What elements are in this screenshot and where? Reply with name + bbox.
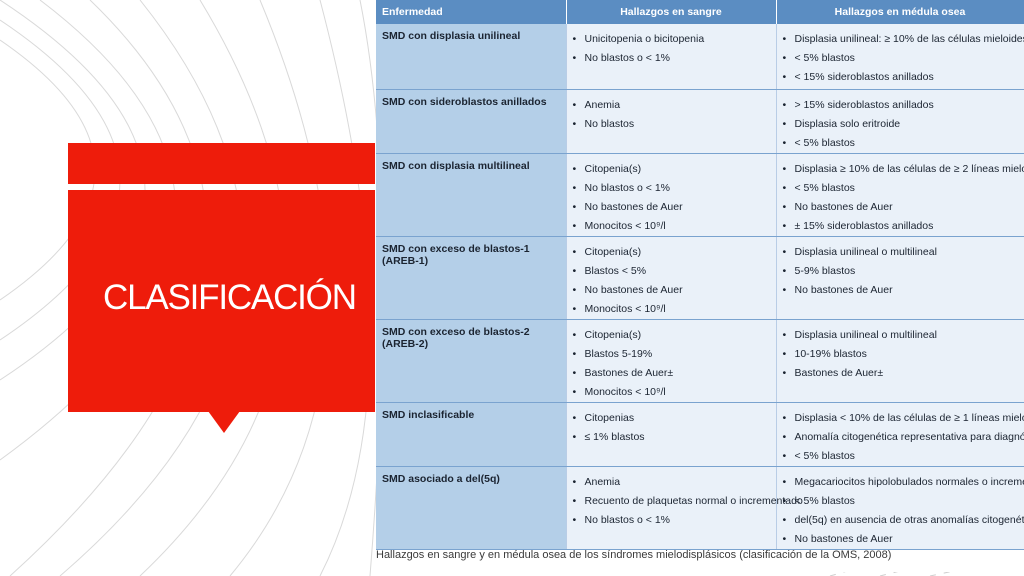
findings-list: Displasia unilineal: ≥ 10% de las célula…	[781, 30, 1024, 87]
table-row: SMD con displasia multilinealCitopenia(s…	[376, 153, 1024, 237]
findings-list: Displasia unilineal o multilineal5-9% bl…	[781, 243, 1020, 300]
list-item: Bastones de Auer±	[781, 364, 1020, 383]
disease-cell: SMD inclasificable	[376, 402, 567, 467]
marrow-findings-cell: Displasia < 10% de las células de ≥ 1 lí…	[776, 402, 1024, 467]
table-row: SMD con exceso de blastos-2 (AREB-2)Cito…	[376, 319, 1024, 403]
findings-list: AnemiaNo blastos	[571, 96, 772, 134]
findings-list: Citopenias≤ 1% blastos	[571, 409, 772, 447]
list-item: Displasia unilineal o multilineal	[781, 326, 1020, 345]
blood-findings-cell: Unicitopenia o bicitopeniaNo blastos o <…	[566, 24, 777, 90]
table-row: SMD inclasificableCitopenias≤ 1% blastos…	[376, 402, 1024, 467]
disease-cell: SMD con exceso de blastos-2 (AREB-2)	[376, 319, 567, 403]
disease-cell: SMD con displasia unilineal	[376, 24, 567, 90]
findings-list: Unicitopenia o bicitopeniaNo blastos o <…	[571, 30, 772, 68]
blood-findings-cell: AnemiaNo blastos	[566, 89, 777, 154]
list-item: No bastones de Auer	[781, 281, 1020, 300]
list-item: Megacariocitos hipolobulados normales o …	[781, 473, 1024, 492]
header-enfermedad: Enfermedad	[376, 0, 567, 24]
findings-list: Displasia unilineal o multilineal10-19% …	[781, 326, 1020, 383]
table-header-row: Enfermedad Hallazgos en sangre Hallazgos…	[376, 0, 1024, 24]
list-item: Citopenia(s)	[571, 243, 772, 262]
list-item: Citopenia(s)	[571, 160, 772, 179]
list-item: Anemia	[571, 96, 772, 115]
list-item: Bastones de Auer±	[571, 364, 772, 383]
findings-list: Citopenia(s)Blastos < 5%No bastones de A…	[571, 243, 772, 319]
table-row: SMD con sideroblastos anilladosAnemiaNo …	[376, 89, 1024, 154]
table-caption: Hallazgos en sangre y en médula osea de …	[376, 549, 892, 561]
list-item: Anomalía citogenética representativa par…	[781, 428, 1024, 447]
disease-cell: SMD con sideroblastos anillados	[376, 89, 567, 154]
title-box-pointer	[208, 411, 240, 433]
slide-title: CLASIFICACIÓN	[103, 278, 357, 317]
list-item: Displasia ≥ 10% de las células de ≥ 2 lí…	[781, 160, 1024, 179]
findings-list: Displasia < 10% de las células de ≥ 1 lí…	[781, 409, 1024, 466]
header-hallazgos-sangre: Hallazgos en sangre	[566, 0, 777, 24]
list-item: < 5% blastos	[781, 49, 1020, 68]
blood-findings-cell: Citopenia(s)Blastos 5-19%Bastones de Aue…	[566, 319, 777, 403]
list-item: No bastones de Auer	[781, 530, 1020, 549]
list-item: > 15% sideroblastos anillados	[781, 96, 1020, 115]
marrow-findings-cell: Displasia unilineal o multilineal10-19% …	[776, 319, 1024, 403]
blood-findings-cell: Citopenia(s)Blastos < 5%No bastones de A…	[566, 236, 777, 320]
list-item: < 5% blastos	[781, 492, 1020, 511]
list-item: < 5% blastos	[781, 134, 1020, 153]
findings-list: AnemiaRecuento de plaquetas normal o inc…	[571, 473, 803, 530]
header-hallazgos-medula: Hallazgos en médula osea	[776, 0, 1024, 24]
marrow-findings-cell: > 15% sideroblastos anilladosDisplasia s…	[776, 89, 1024, 154]
list-item: No blastos	[571, 115, 772, 134]
marrow-findings-cell: Displasia ≥ 10% de las células de ≥ 2 lí…	[776, 153, 1024, 237]
list-item: No blastos o < 1%	[571, 511, 772, 530]
list-item: < 5% blastos	[781, 179, 1020, 198]
blood-findings-cell: Citopenias≤ 1% blastos	[566, 402, 777, 467]
red-accent-strip	[68, 143, 375, 184]
table-row: SMD asociado a del(5q)AnemiaRecuento de …	[376, 466, 1024, 550]
marrow-findings-cell: Megacariocitos hipolobulados normales o …	[776, 466, 1024, 550]
title-box	[68, 190, 375, 412]
findings-list: > 15% sideroblastos anilladosDisplasia s…	[781, 96, 1020, 153]
marrow-findings-cell: Displasia unilineal o multilineal5-9% bl…	[776, 236, 1024, 320]
list-item: ± 15% sideroblastos anillados	[781, 217, 1020, 236]
list-item: Unicitopenia o bicitopenia	[571, 30, 772, 49]
list-item: Anemia	[571, 473, 772, 492]
list-item: ≤ 1% blastos	[571, 428, 772, 447]
list-item: Displasia unilineal: ≥ 10% de las célula…	[781, 30, 1024, 49]
findings-list: Displasia ≥ 10% de las células de ≥ 2 lí…	[781, 160, 1024, 236]
marrow-findings-cell: Displasia unilineal: ≥ 10% de las célula…	[776, 24, 1024, 90]
list-item: Blastos 5-19%	[571, 345, 772, 364]
classification-table: Enfermedad Hallazgos en sangre Hallazgos…	[376, 0, 1024, 550]
disease-cell: SMD asociado a del(5q)	[376, 466, 567, 550]
list-item: No blastos o < 1%	[571, 49, 772, 68]
table-row: SMD con exceso de blastos-1 (AREB-1)Cito…	[376, 236, 1024, 320]
list-item: < 5% blastos	[781, 447, 1020, 466]
blood-findings-cell: AnemiaRecuento de plaquetas normal o inc…	[566, 466, 803, 550]
findings-list: Megacariocitos hipolobulados normales o …	[781, 473, 1024, 549]
list-item: Monocitos < 10⁹/l	[571, 217, 772, 236]
list-item: Citopenia(s)	[571, 326, 772, 345]
list-item: Monocitos < 10⁹/l	[571, 300, 772, 319]
list-item: 10-19% blastos	[781, 345, 1020, 364]
list-item: del(5q) en ausencia de otras anomalías c…	[781, 511, 1024, 530]
list-item: Citopenias	[571, 409, 772, 428]
list-item: No blastos o < 1%	[571, 179, 772, 198]
list-item: No bastones de Auer	[571, 281, 772, 300]
list-item: 5-9% blastos	[781, 262, 1020, 281]
list-item: < 15% sideroblastos anillados	[781, 68, 1020, 87]
list-item: Blastos < 5%	[571, 262, 772, 281]
table-row: SMD con displasia unilinealUnicitopenia …	[376, 24, 1024, 90]
disease-cell: SMD con exceso de blastos-1 (AREB-1)	[376, 236, 567, 320]
list-item: Displasia solo eritroide	[781, 115, 1020, 134]
list-item: No bastones de Auer	[781, 198, 1020, 217]
disease-cell: SMD con displasia multilineal	[376, 153, 567, 237]
list-item: Displasia < 10% de las células de ≥ 1 lí…	[781, 409, 1024, 428]
list-item: Recuento de plaquetas normal o increment…	[571, 492, 803, 511]
list-item: No bastones de Auer	[571, 198, 772, 217]
list-item: Displasia unilineal o multilineal	[781, 243, 1020, 262]
findings-list: Citopenia(s)No blastos o < 1%No bastones…	[571, 160, 772, 236]
findings-list: Citopenia(s)Blastos 5-19%Bastones de Aue…	[571, 326, 772, 402]
blood-findings-cell: Citopenia(s)No blastos o < 1%No bastones…	[566, 153, 777, 237]
classification-table-image: Enfermedad Hallazgos en sangre Hallazgos…	[376, 0, 1024, 572]
list-item: Monocitos < 10⁹/l	[571, 383, 772, 402]
